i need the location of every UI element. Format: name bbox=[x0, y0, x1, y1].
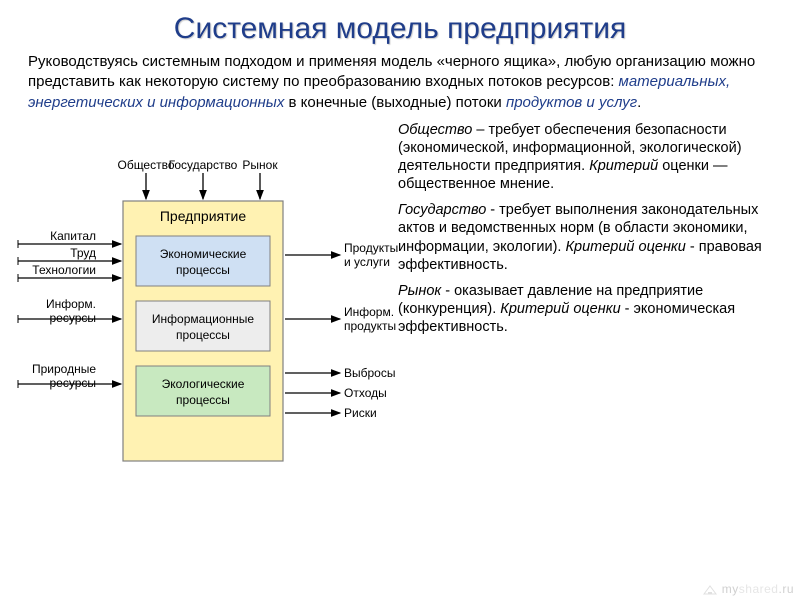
wm-c: .ru bbox=[778, 582, 794, 596]
svg-text:процессы: процессы bbox=[176, 328, 230, 342]
svg-text:процессы: процессы bbox=[176, 263, 230, 277]
svg-text:Экологические: Экологические bbox=[162, 377, 245, 391]
p3-lead: Рынок bbox=[398, 283, 441, 299]
diagram-svg: Предприятие Экономические процессы Информац… bbox=[8, 121, 398, 481]
svg-text:Информационные: Информационные bbox=[152, 312, 255, 326]
watermark: myshared.ru bbox=[702, 582, 794, 596]
intro-post: . bbox=[637, 94, 641, 111]
svg-text:и услуги: и услуги bbox=[344, 255, 390, 269]
svg-text:Продукты: Продукты bbox=[344, 241, 398, 255]
p2-lead: Государство bbox=[398, 202, 486, 218]
svg-text:Экономические: Экономические bbox=[160, 247, 247, 261]
svg-text:Информ.: Информ. bbox=[344, 305, 394, 319]
svg-text:Труд: Труд bbox=[70, 246, 96, 260]
svg-text:Капитал: Капитал bbox=[50, 229, 96, 243]
svg-text:ресурсы: ресурсы bbox=[49, 376, 96, 390]
diagram: Предприятие Экономические процессы Информац… bbox=[8, 121, 398, 481]
explain-state: Государство - требует выполнения законод… bbox=[398, 201, 776, 274]
svg-text:Технологии: Технологии bbox=[32, 263, 96, 277]
wm-a: my bbox=[722, 582, 739, 596]
p1-lead: Общество bbox=[398, 122, 472, 138]
p2-crit: Критерий оценки bbox=[565, 239, 685, 255]
intro-mid: в конечные (выходные) потоки bbox=[284, 94, 506, 111]
intro-em2: продуктов и услуг bbox=[506, 94, 637, 111]
svg-text:Отходы: Отходы bbox=[344, 386, 387, 400]
explain-society: Общество – требует обеспечения безопасно… bbox=[398, 121, 776, 194]
intro-paragraph: Руководствуясь системным подходом и прим… bbox=[0, 52, 800, 117]
p1-crit: Критерий bbox=[589, 158, 658, 174]
explain-market: Рынок - оказывает давление на предприяти… bbox=[398, 282, 776, 336]
svg-text:Государство: Государство bbox=[169, 158, 238, 172]
page-title: Системная модель предприятия bbox=[0, 0, 800, 52]
svg-text:Риски: Риски bbox=[344, 406, 377, 420]
svg-text:Предприятие: Предприятие bbox=[160, 208, 246, 224]
p3-crit: Критерий оценки bbox=[500, 301, 620, 317]
svg-text:Информ.: Информ. bbox=[46, 297, 96, 311]
svg-text:продукты: продукты bbox=[344, 319, 396, 333]
explanation: Общество – требует обеспечения безопасно… bbox=[398, 121, 776, 481]
wm-b: shared bbox=[739, 582, 779, 596]
svg-text:Выбросы: Выбросы bbox=[344, 366, 395, 380]
svg-text:Общество: Общество bbox=[117, 158, 174, 172]
svg-text:ресурсы: ресурсы bbox=[49, 311, 96, 325]
svg-text:Природные: Природные bbox=[32, 362, 96, 376]
svg-text:Рынок: Рынок bbox=[242, 158, 278, 172]
svg-text:процессы: процессы bbox=[176, 393, 230, 407]
